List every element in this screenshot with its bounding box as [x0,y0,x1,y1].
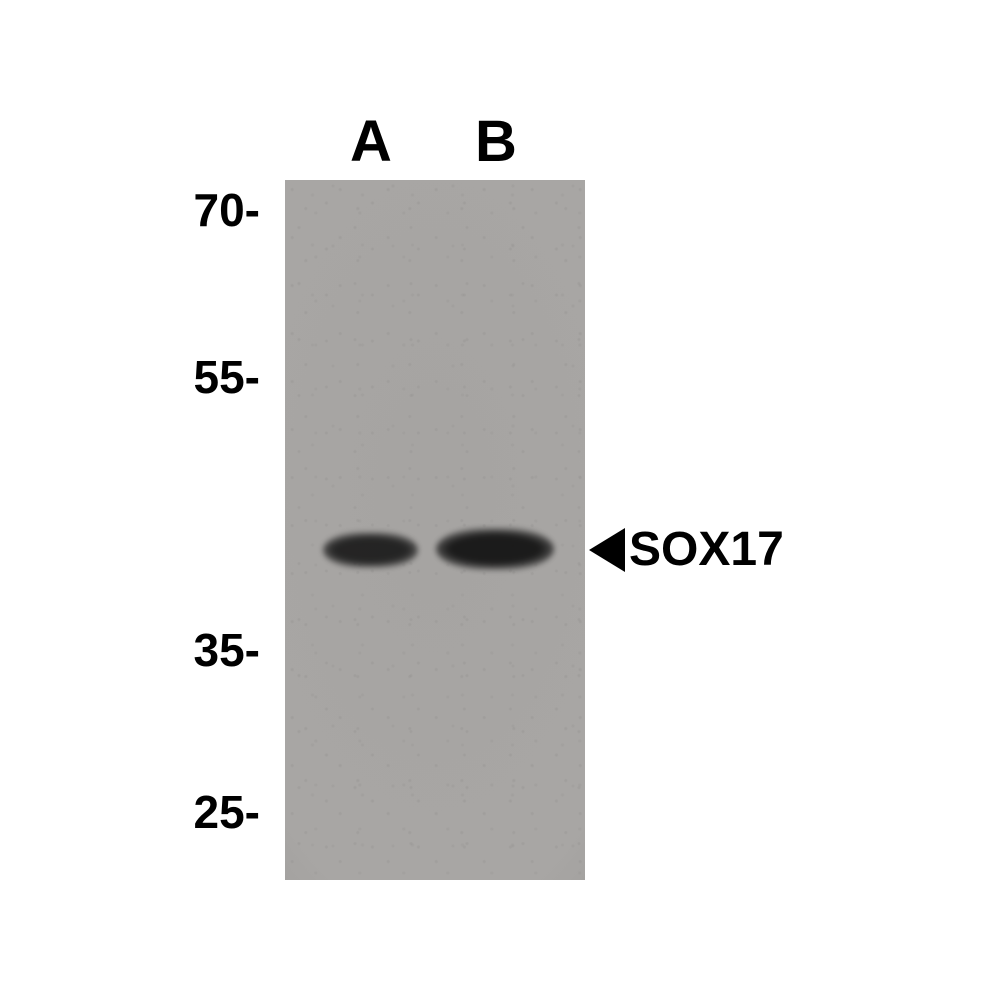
mw-value: 25 [194,786,245,838]
mw-value: 35 [194,624,245,676]
lane-label-b: B [475,108,517,175]
mw-tick-icon: - [245,351,260,403]
arrow-left-icon [589,528,625,572]
lane-label-a: A [350,108,392,175]
band-lane-a [323,532,418,568]
lane-labels-row: A B [285,100,585,180]
band-lane-b [436,528,554,570]
mw-tick-icon: - [245,184,260,236]
mw-marker-35: 35- [160,623,260,677]
mw-marker-70: 70- [160,183,260,237]
blot-membrane [285,180,585,880]
mw-tick-icon: - [245,624,260,676]
mw-marker-55: 55- [160,350,260,404]
western-blot-figure: A B 70-55-35-25- SOX17 [120,100,880,900]
mw-marker-25: 25- [160,785,260,839]
film-grain-overlay [285,180,585,880]
mw-tick-icon: - [245,786,260,838]
mw-value: 70 [194,184,245,236]
protein-label-text: SOX17 [629,522,784,577]
protein-label-sox17: SOX17 [589,522,784,577]
mw-value: 55 [194,351,245,403]
